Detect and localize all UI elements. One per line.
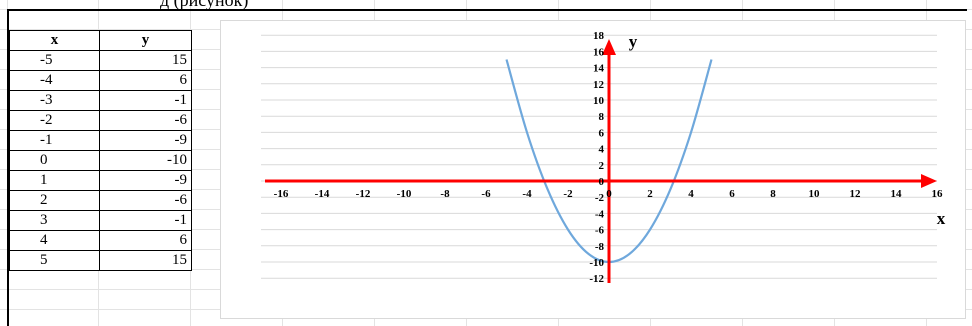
y-tick-label: -6 (595, 225, 605, 237)
cell-x[interactable]: 2 (9, 190, 100, 211)
table-row: 2 -6 (9, 190, 192, 211)
x-axis-arrow (921, 174, 937, 188)
y-tick-label: -4 (595, 208, 605, 220)
table-header-row: x y (9, 30, 192, 51)
y-tick-label: -10 (589, 257, 604, 269)
cell-y[interactable]: -1 (99, 90, 192, 111)
y-tick-label: 8 (599, 111, 605, 123)
cell-y[interactable]: -6 (99, 110, 192, 131)
table-row: -4 6 (9, 70, 192, 91)
cell-x[interactable]: -1 (9, 130, 100, 151)
y-tick-label: 0 (599, 176, 605, 188)
x-tick-label: -4 (522, 188, 532, 200)
header-x[interactable]: x (9, 30, 100, 51)
table-row: 1 -9 (9, 170, 192, 191)
x-tick-label: 8 (770, 188, 776, 200)
x-tick-label: 10 (809, 188, 821, 200)
y-tick-label: 6 (599, 127, 605, 139)
cell-y[interactable]: -10 (99, 150, 192, 171)
y-tick-label: 12 (593, 79, 605, 91)
y-tick-label: -2 (595, 192, 605, 204)
x-tick-label: -10 (397, 188, 412, 200)
y-tick-label: -8 (595, 241, 605, 253)
table-body: -5 15 -4 6 -3 -1 -2 -6 -1 -9 0 -10 1 -9 2 -6 3 -1 4 6 5 15 (9, 50, 192, 271)
y-tick-label: 14 (593, 63, 605, 75)
cell-y[interactable]: -6 (99, 190, 192, 211)
x-tick-label: 6 (729, 188, 735, 200)
y-tick-label: 16 (593, 46, 605, 58)
data-table: x y -5 15 -4 6 -3 -1 -2 -6 -1 -9 0 -10 1 -9 2 -6 3 -1 4 6 5 1… (9, 30, 192, 271)
cell-x[interactable]: 4 (9, 230, 100, 251)
y-tick-label: 10 (593, 95, 605, 107)
y-tick-label: -12 (589, 273, 604, 285)
x-tick-label: -12 (356, 188, 371, 200)
sheet-frame (7, 9, 967, 326)
y-axis-arrow (602, 39, 616, 55)
cell-x[interactable]: 1 (9, 170, 100, 191)
x-tick-label: -16 (274, 188, 289, 200)
table-row: -5 15 (9, 50, 192, 71)
x-tick-label: 2 (647, 188, 653, 200)
cell-x[interactable]: -2 (9, 110, 100, 131)
cell-y[interactable]: 6 (99, 70, 192, 91)
cell-x[interactable]: -3 (9, 90, 100, 111)
table-row: 5 15 (9, 250, 192, 271)
x-tick-label: 0 (606, 188, 612, 200)
x-tick-label: -8 (440, 188, 450, 200)
table-row: 3 -1 (9, 210, 192, 231)
cell-y[interactable]: -1 (99, 210, 192, 231)
caption-fragment: д (рисунок) (160, 0, 249, 10)
x-tick-label: -2 (563, 188, 573, 200)
x-axis-label: x (937, 209, 946, 228)
x-tick-label: 12 (850, 188, 862, 200)
cell-x[interactable]: 0 (9, 150, 100, 171)
chart-svg: -16 -14 -12 -10 -8 -6 -4 -2 0 2 4 6 8 10 12 14 16-12-10-… (261, 30, 946, 285)
x-tick-label: 4 (688, 188, 694, 200)
y-tick-label: 18 (593, 30, 605, 42)
table-row: -1 -9 (9, 130, 192, 151)
cell-y[interactable]: -9 (99, 130, 192, 151)
cell-x[interactable]: -4 (9, 70, 100, 91)
y-tick-label: 4 (599, 144, 605, 156)
chart-area[interactable]: -16 -14 -12 -10 -8 -6 -4 -2 0 2 4 6 8 10 12 14 16 -12 -10-… (220, 20, 966, 319)
table-row: -2 -6 (9, 110, 192, 131)
x-tick-label: -14 (315, 188, 330, 200)
y-tick-label: 2 (599, 160, 605, 172)
cell-y[interactable]: 15 (99, 250, 192, 271)
cell-y[interactable]: -9 (99, 170, 192, 191)
cell-x[interactable]: -5 (9, 50, 100, 71)
cell-y[interactable]: 6 (99, 230, 192, 251)
header-y[interactable]: y (99, 30, 192, 51)
table-row: 0 -10 (9, 150, 192, 171)
table-row: -3 -1 (9, 90, 192, 111)
x-tick-label: 14 (891, 188, 903, 200)
x-tick-label: -6 (481, 188, 491, 200)
y-axis-label: y (629, 32, 638, 51)
cell-y[interactable]: 15 (99, 50, 192, 71)
cell-x[interactable]: 3 (9, 210, 100, 231)
x-tick-label: 16 (932, 188, 944, 200)
cell-x[interactable]: 5 (9, 250, 100, 271)
